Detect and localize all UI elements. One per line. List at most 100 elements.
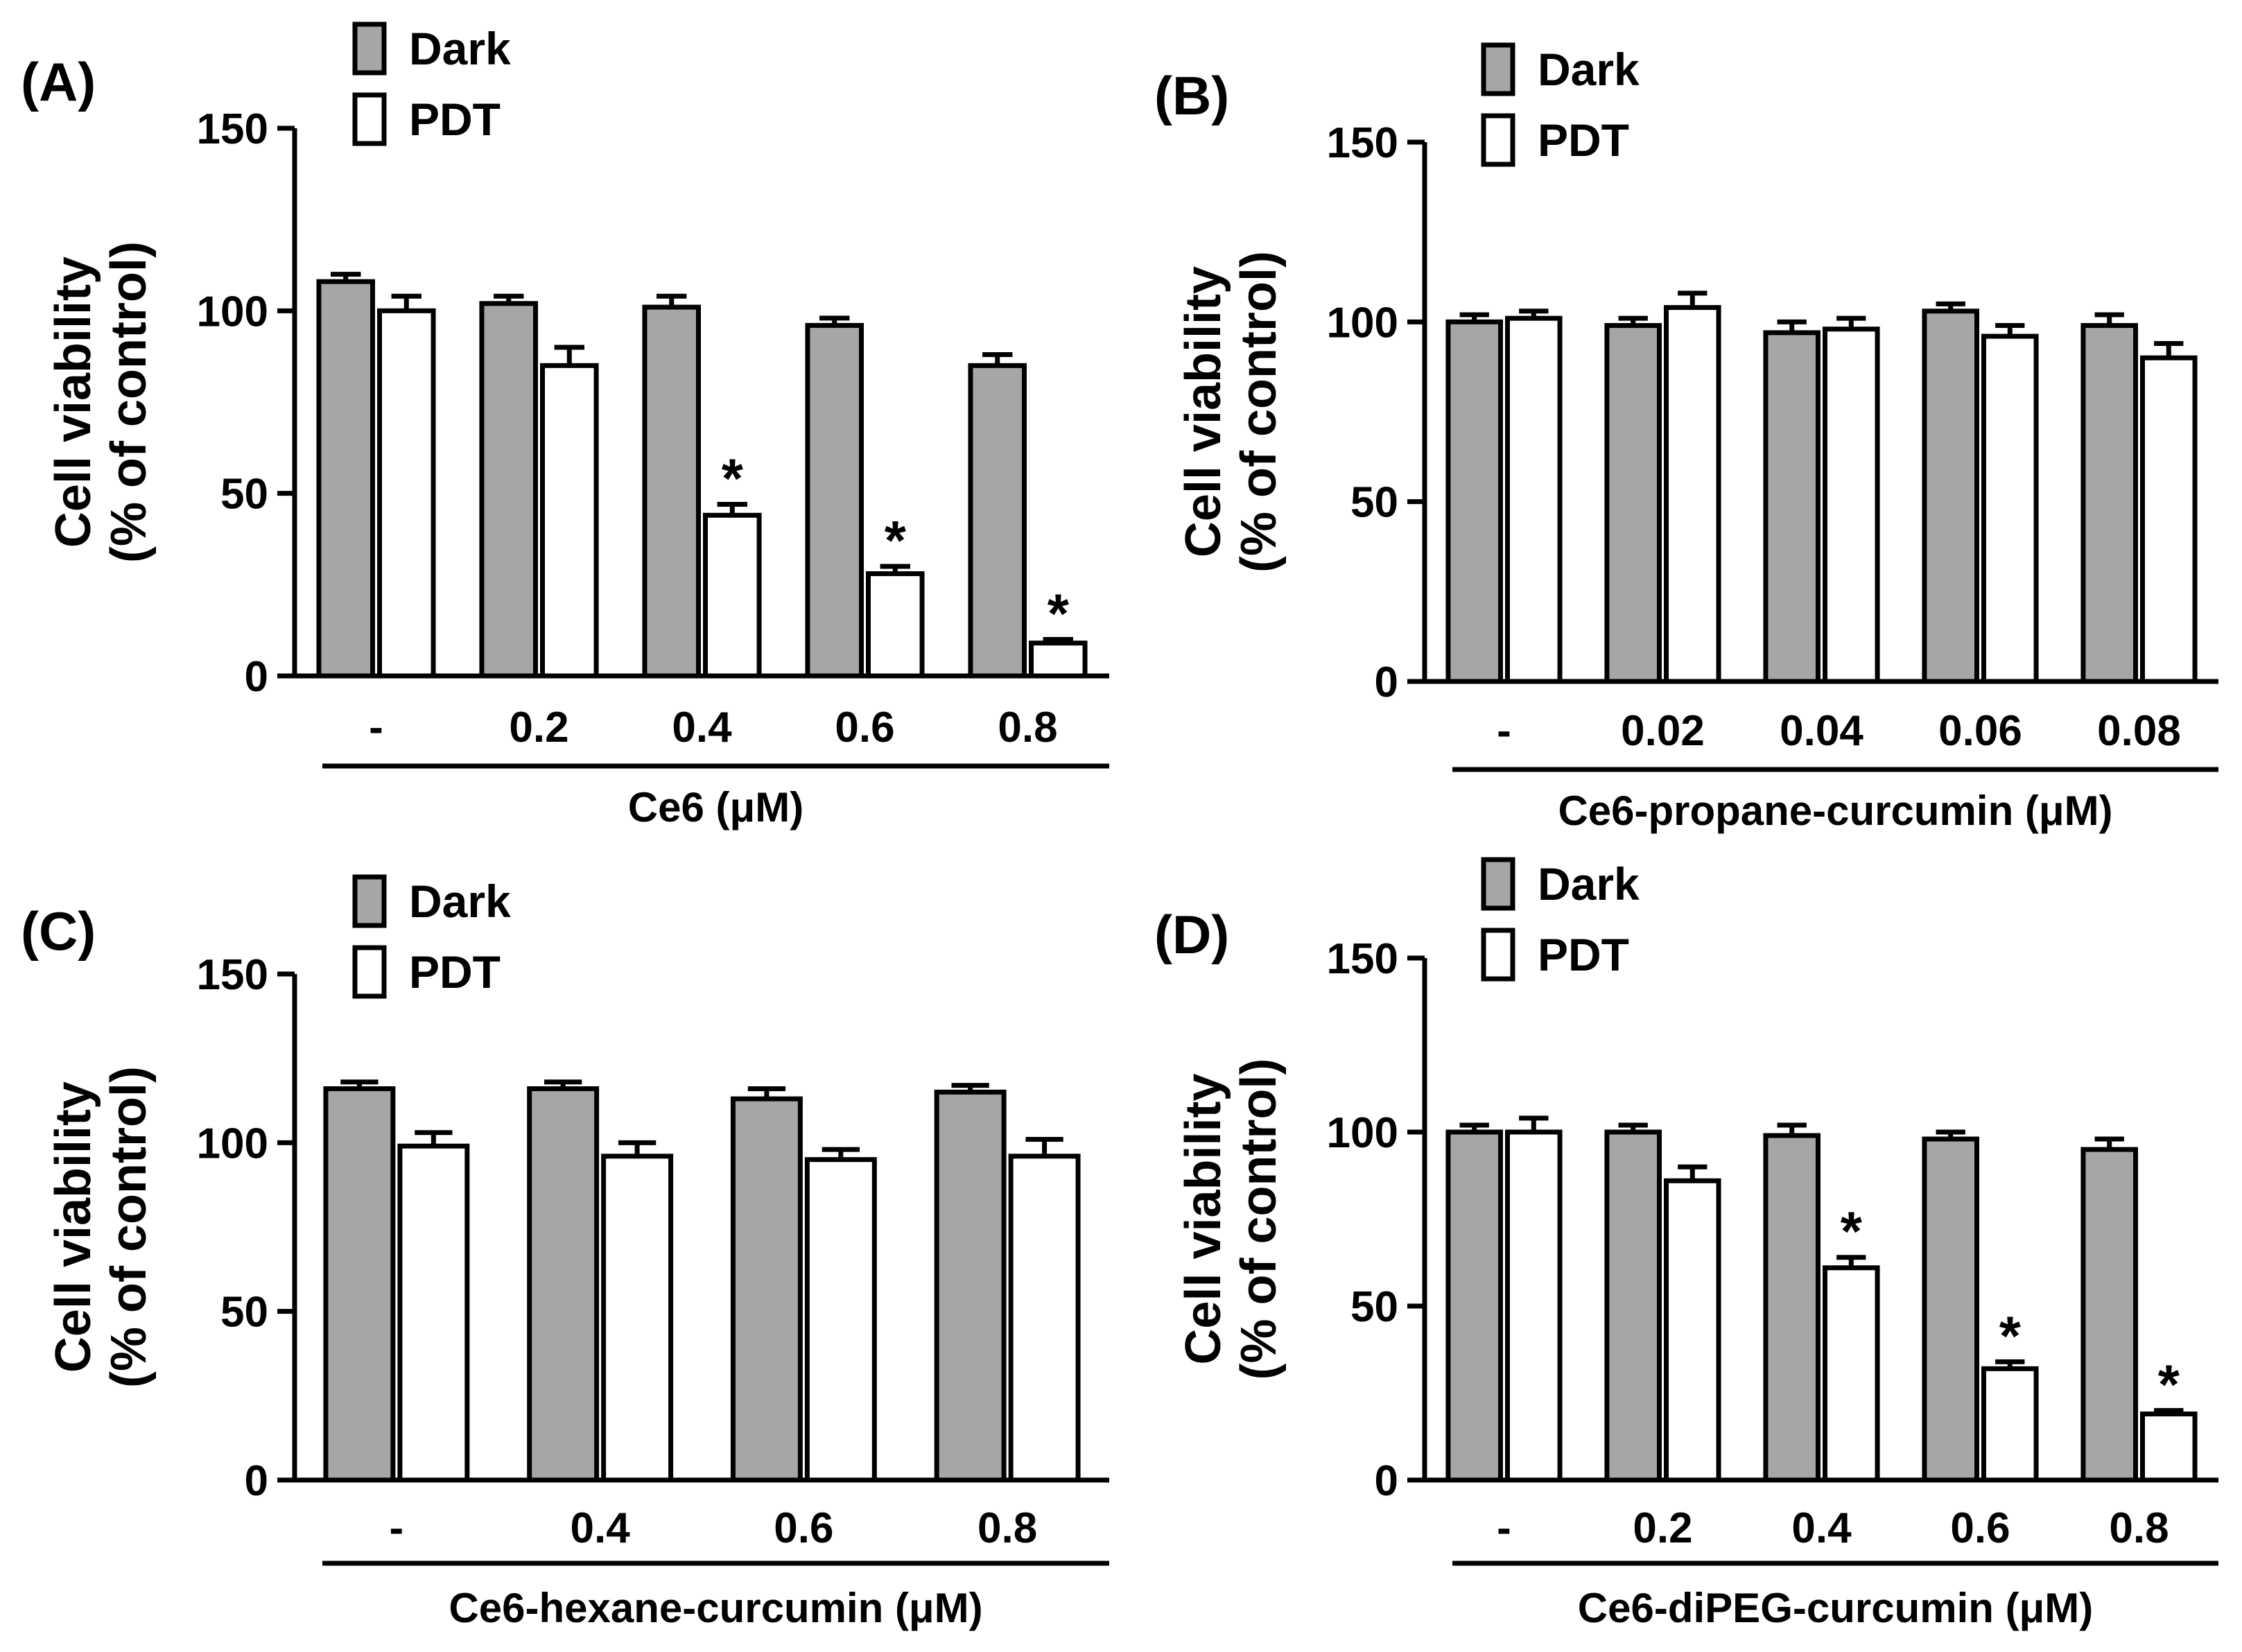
x-tick-label: 0.2 [1633, 1504, 1692, 1552]
significance-star: * [1841, 1201, 1863, 1262]
y-axis-label-line-2: (% of control) [101, 1066, 157, 1388]
bar-dark [527, 1086, 600, 1483]
bar-dark [2080, 1147, 2138, 1483]
bar-pdt [2140, 355, 2198, 684]
legend-label-dark: Dark [1538, 44, 1640, 95]
bar-dark [1763, 1133, 1820, 1483]
bar-pdt [1505, 315, 1563, 684]
y-axis-label-line-2: (% of control) [1231, 251, 1287, 573]
y-axis-label-line-1: Cell viability [46, 257, 101, 548]
x-axis-label: Ce6-diPEG-curcumin (μM) [1578, 1585, 2093, 1631]
y-tick-label: 150 [197, 951, 268, 999]
chart-panel-2: (B) 0 50 100 150 Cell viability (% of control)… [1154, 42, 2218, 834]
x-tick-label: - [369, 704, 383, 751]
x-tick-label: 0.2 [509, 704, 568, 751]
bar-dark [968, 363, 1027, 679]
bar-dark [805, 322, 864, 679]
x-tick-label: 0.4 [571, 1504, 631, 1552]
legend: Dark PDT [352, 874, 511, 999]
x-tick-label: 0.8 [2109, 1504, 2169, 1552]
bar-dark [323, 1086, 396, 1483]
bar-dark [934, 1089, 1007, 1483]
bar-pdt [1505, 1129, 1563, 1483]
legend-label-pdt: PDT [1538, 929, 1629, 980]
legend-swatch-pdt [1481, 113, 1515, 167]
x-tick-label: - [390, 1504, 404, 1552]
bar-dark [1445, 319, 1503, 684]
bar-pdt [1029, 641, 1088, 679]
bar-pdt [540, 363, 599, 679]
bar-pdt [1664, 305, 1721, 684]
bar-dark [2080, 323, 2138, 684]
y-tick-label: 0 [245, 653, 268, 701]
bar-dark [642, 304, 702, 679]
bar-pdt [397, 1143, 470, 1483]
x-tick-label: 0.4 [672, 704, 732, 751]
bar-pdt [1981, 333, 2039, 684]
bar-pdt [866, 571, 925, 679]
significance-star: * [1999, 1305, 2022, 1366]
y-axis-label-line-1: Cell viability [1176, 266, 1231, 557]
y-tick-label: 100 [197, 288, 268, 336]
panel-label: (B) [1154, 65, 1229, 126]
y-tick-label: 0 [1375, 1457, 1398, 1505]
x-tick-label: - [1497, 707, 1511, 755]
chart-panel-4: (D) 0 50 100 150 Cell viability (% of control)… [1154, 857, 2218, 1631]
bar-dark [730, 1096, 803, 1483]
legend-swatch-pdt [1481, 928, 1515, 982]
bar-dark [1445, 1129, 1503, 1483]
y-tick-label: 150 [1327, 119, 1398, 167]
chart-panel-1: (A) 0 50 100 150 Cell viability (% of control)… [21, 21, 1109, 831]
panel-label: (A) [21, 51, 96, 112]
y-tick-label: 50 [1350, 479, 1398, 527]
x-tick-label: 0.4 [1791, 1504, 1852, 1552]
x-tick-label: 0.6 [774, 1504, 833, 1552]
y-axis-label-line-2: (% of control) [101, 241, 157, 563]
y-tick-label: 150 [197, 105, 268, 153]
chart-panel-3: (C) 0 50 100 150 Cell viability (% of control)… [21, 874, 1109, 1631]
bar-dark [479, 301, 539, 679]
significance-star: * [1048, 582, 1070, 644]
y-tick-label: 50 [220, 1289, 268, 1337]
legend-swatch-dark [352, 21, 387, 76]
legend-swatch-pdt [352, 92, 387, 146]
x-axis-label: Ce6-hexane-curcumin (μM) [449, 1585, 982, 1631]
x-tick-label: - [1497, 1504, 1511, 1552]
y-axis-label-line-2: (% of control) [1231, 1059, 1287, 1380]
legend-label-pdt: PDT [409, 94, 501, 145]
panel-label: (D) [1154, 904, 1229, 965]
bar-pdt [2140, 1411, 2198, 1483]
y-tick-label: 50 [1350, 1283, 1398, 1331]
bar-dark [316, 279, 376, 679]
x-tick-label: 0.06 [1938, 707, 2022, 755]
legend: Dark PDT [1481, 42, 1640, 167]
y-tick-label: 50 [220, 471, 268, 519]
bar-dark [1763, 330, 1820, 684]
y-tick-label: 0 [245, 1457, 268, 1505]
bar-pdt [1823, 327, 1880, 684]
legend-label-dark: Dark [1538, 858, 1640, 910]
bar-pdt [1008, 1154, 1081, 1483]
legend: Dark PDT [1481, 857, 1640, 982]
panel-label: (C) [21, 901, 96, 962]
significance-star: * [722, 447, 744, 509]
bar-pdt [703, 512, 762, 679]
y-tick-label: 100 [197, 1120, 268, 1167]
y-axis-label-line-1: Cell viability [46, 1081, 101, 1373]
x-tick-label: 0.6 [835, 704, 894, 751]
legend: Dark PDT [352, 21, 511, 146]
bar-dark [1604, 323, 1662, 684]
significance-star: * [885, 510, 907, 571]
legend-swatch-dark [1481, 42, 1515, 96]
significance-star: * [2158, 1354, 2180, 1416]
y-axis-label-line-1: Cell viability [1176, 1073, 1231, 1364]
x-tick-label: 0.8 [998, 704, 1057, 751]
x-tick-label: 0.04 [1780, 707, 1863, 755]
y-tick-label: 0 [1375, 659, 1398, 706]
legend-label-pdt: PDT [409, 946, 501, 998]
legend-swatch-dark [1481, 857, 1515, 911]
bar-dark [1604, 1129, 1662, 1483]
bar-pdt [1981, 1366, 2039, 1483]
legend-label-dark: Dark [409, 23, 511, 74]
